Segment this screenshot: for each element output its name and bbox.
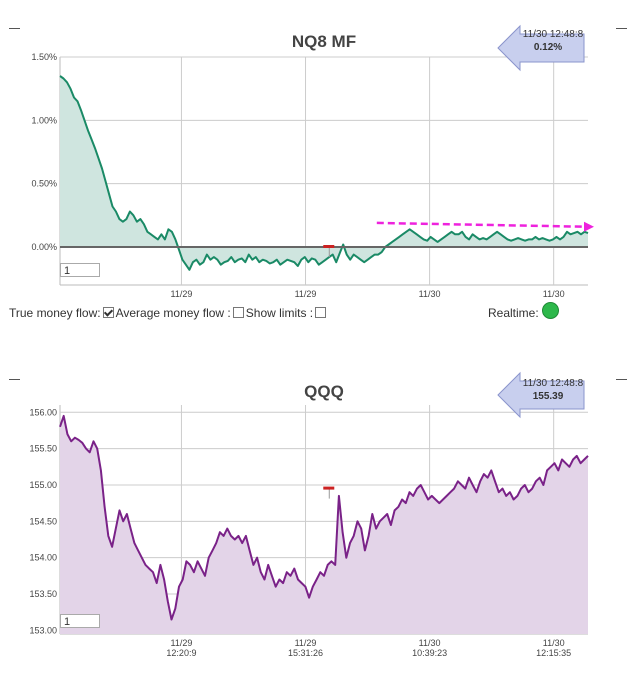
minimize-dash-left-2[interactable]: [9, 379, 20, 380]
nq8-period-input[interactable]: 1: [60, 263, 100, 277]
x-tick-label-time: 15:31:26: [288, 299, 323, 300]
x-tick-label-time: 12:20:9: [166, 648, 196, 658]
x-tick-label-date: 11/30: [543, 289, 565, 299]
qqq-chart: QQQ11/2912:20:911/2915:31:2611/3010:39:2…: [29, 371, 589, 658]
realtime-indicator-icon[interactable]: [542, 302, 559, 319]
trend-arrow-head-icon: [584, 221, 594, 232]
value-badge: 11/30 12:48:8 0.12%: [497, 24, 585, 72]
show-limits-label: Show limits :: [245, 306, 314, 320]
y-tick-label: 153.00: [29, 625, 57, 635]
chart-controls: True money flow: Average money flow : Show…: [9, 306, 328, 320]
realtime-label: Realtime:: [488, 306, 539, 320]
average-money-flow-checkbox[interactable]: [232, 307, 244, 318]
y-tick-label: 0.00%: [31, 242, 57, 252]
y-tick-label: 1.50%: [31, 52, 57, 62]
y-tick-label: 155.50: [29, 444, 57, 454]
badge-arrow-icon: [497, 371, 585, 419]
minimize-dash-right[interactable]: [616, 28, 627, 29]
average-money-flow-label: Average money flow :: [115, 306, 231, 320]
minimize-dash-right-2[interactable]: [616, 379, 627, 380]
y-tick-label: 154.50: [29, 516, 57, 526]
x-tick-label-date: 11/29: [295, 638, 317, 648]
true-money-flow-label: True money flow:: [9, 306, 101, 320]
x-tick-label-time: 12:15:35: [536, 648, 571, 658]
badge-value: 0.12%: [534, 42, 562, 53]
x-tick-label-time: 15:31:26: [288, 648, 323, 658]
y-tick-label: 155.00: [29, 480, 57, 490]
x-tick-label-time: 10:39:23: [412, 299, 447, 300]
event-marker-flag: [323, 486, 335, 490]
x-tick-label-time: 12:15:35: [536, 299, 571, 300]
y-tick-label: 153.50: [29, 589, 57, 599]
y-tick-label: 1.00%: [31, 115, 57, 125]
series-line: [59, 75, 589, 271]
show-limits-checkbox[interactable]: [315, 307, 327, 318]
chart-title: NQ8 MF: [292, 32, 356, 51]
x-tick-label-time: 12:20:9: [166, 299, 196, 300]
y-tick-label: 156.00: [29, 407, 57, 417]
x-tick-label-date: 11/30: [543, 638, 565, 648]
badge-time: 11/30 12:48:8: [523, 378, 584, 389]
x-tick-label-date: 11/29: [171, 289, 193, 299]
x-tick-label-date: 11/29: [171, 638, 193, 648]
y-tick-label: 154.00: [29, 553, 57, 563]
qqq-period-input[interactable]: 1: [60, 614, 100, 628]
badge-time: 11/30 12:48:8: [523, 29, 584, 40]
event-marker-flag: [323, 245, 335, 248]
x-tick-label-time: 10:39:23: [412, 648, 447, 658]
x-tick-label-date: 11/30: [419, 638, 441, 648]
y-tick-label: 0.50%: [31, 179, 57, 189]
nq8-mf-chart: NQ8 MF11/2912:20:911/2915:31:2611/3010:3…: [31, 24, 594, 300]
value-badge: 11/30 12:48:8 155.39: [497, 371, 585, 419]
minimize-dash-left[interactable]: [9, 28, 20, 29]
x-tick-label-date: 11/30: [419, 289, 441, 299]
x-tick-label-date: 11/29: [295, 289, 317, 299]
series-area: [60, 415, 588, 634]
chart-title: QQQ: [304, 382, 344, 401]
badge-arrow-icon: [497, 24, 585, 72]
badge-value: 155.39: [533, 391, 564, 402]
series-line: [59, 414, 589, 621]
trend-arrow-line: [376, 221, 587, 228]
true-money-flow-checkbox[interactable]: [102, 307, 114, 318]
